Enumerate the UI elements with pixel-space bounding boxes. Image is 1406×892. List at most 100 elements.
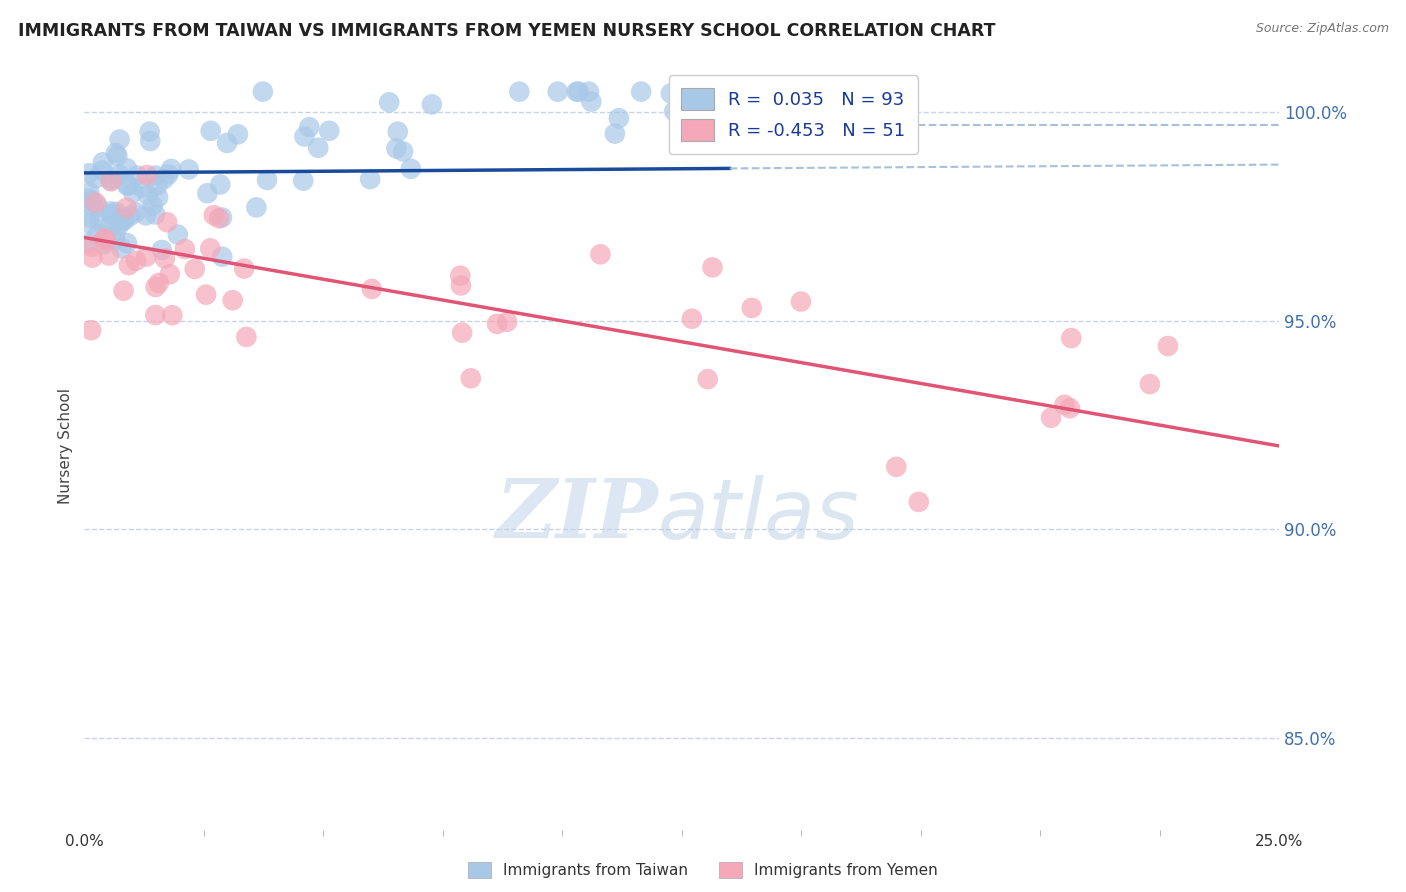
Point	[94, 232, 117, 246]
Point	[307, 141, 329, 155]
Point	[93, 231, 115, 245]
Point	[392, 145, 415, 159]
Point	[496, 315, 519, 329]
Point	[222, 293, 245, 308]
Point	[145, 169, 167, 183]
Point	[97, 248, 120, 262]
Point	[174, 242, 197, 256]
Point	[91, 155, 114, 169]
Legend: R =  0.035   N = 93, R = -0.453   N = 51: R = 0.035 N = 93, R = -0.453 N = 51	[668, 75, 918, 153]
Point	[104, 146, 127, 161]
Point	[146, 190, 169, 204]
Point	[131, 180, 153, 194]
Point	[211, 211, 233, 225]
Point	[86, 227, 108, 242]
Point	[166, 227, 188, 242]
Point	[177, 162, 200, 177]
Point	[112, 284, 135, 298]
Point	[125, 205, 148, 219]
Point	[1053, 398, 1076, 412]
Text: ZIP: ZIP	[495, 475, 658, 555]
Point	[659, 87, 682, 101]
Point	[122, 186, 145, 200]
Point	[108, 168, 131, 182]
Point	[77, 197, 100, 211]
Point	[387, 125, 409, 139]
Point	[100, 174, 122, 188]
Point	[160, 161, 183, 176]
Point	[77, 166, 100, 180]
Point	[91, 163, 114, 178]
Point	[94, 233, 117, 247]
Point	[138, 125, 160, 139]
Point	[702, 260, 724, 275]
Point	[607, 112, 630, 126]
Point	[202, 208, 225, 222]
Point	[135, 250, 157, 264]
Point	[101, 171, 124, 186]
Point	[578, 85, 600, 99]
Point	[115, 178, 138, 193]
Point	[80, 323, 103, 337]
Point	[153, 172, 176, 186]
Point	[100, 173, 122, 187]
Point	[98, 219, 121, 234]
Point	[162, 308, 184, 322]
Point	[508, 85, 530, 99]
Point	[741, 301, 763, 315]
Point	[143, 207, 166, 221]
Point	[195, 287, 218, 301]
Point	[157, 168, 180, 182]
Point	[1040, 410, 1063, 425]
Point	[565, 85, 588, 99]
Text: IMMIGRANTS FROM TAIWAN VS IMMIGRANTS FROM YEMEN NURSERY SCHOOL CORRELATION CHART: IMMIGRANTS FROM TAIWAN VS IMMIGRANTS FRO…	[18, 22, 995, 40]
Point	[105, 205, 128, 219]
Point	[82, 251, 104, 265]
Point	[420, 97, 443, 112]
Point	[108, 219, 131, 233]
Point	[359, 172, 381, 186]
Point	[183, 262, 205, 277]
Point	[233, 261, 256, 276]
Point	[256, 173, 278, 187]
Point	[112, 213, 135, 227]
Point	[156, 215, 179, 229]
Point	[136, 187, 159, 202]
Point	[226, 128, 249, 142]
Point	[208, 211, 231, 226]
Point	[298, 120, 321, 135]
Point	[93, 237, 115, 252]
Point	[245, 201, 267, 215]
Point	[547, 85, 569, 99]
Point	[361, 282, 384, 296]
Point	[115, 161, 138, 176]
Point	[84, 171, 107, 186]
Point	[146, 178, 169, 193]
Point	[581, 95, 603, 109]
Point	[125, 253, 148, 268]
Point	[294, 129, 316, 144]
Point	[77, 217, 100, 231]
Point	[77, 185, 100, 199]
Point	[235, 330, 257, 344]
Point	[568, 85, 591, 99]
Point	[378, 95, 401, 110]
Point	[100, 204, 122, 219]
Point	[118, 209, 141, 223]
Point	[135, 168, 157, 182]
Point	[135, 208, 157, 222]
Point	[94, 229, 117, 244]
Point	[1059, 401, 1081, 416]
Point	[589, 247, 612, 261]
Point	[159, 267, 181, 281]
Point	[292, 174, 315, 188]
Point	[112, 213, 135, 227]
Point	[79, 211, 101, 225]
Point	[252, 85, 274, 99]
Point	[87, 200, 110, 214]
Text: Source: ZipAtlas.com: Source: ZipAtlas.com	[1256, 22, 1389, 36]
Point	[696, 372, 718, 386]
Point	[385, 141, 408, 155]
Point	[399, 161, 422, 176]
Point	[115, 201, 138, 215]
